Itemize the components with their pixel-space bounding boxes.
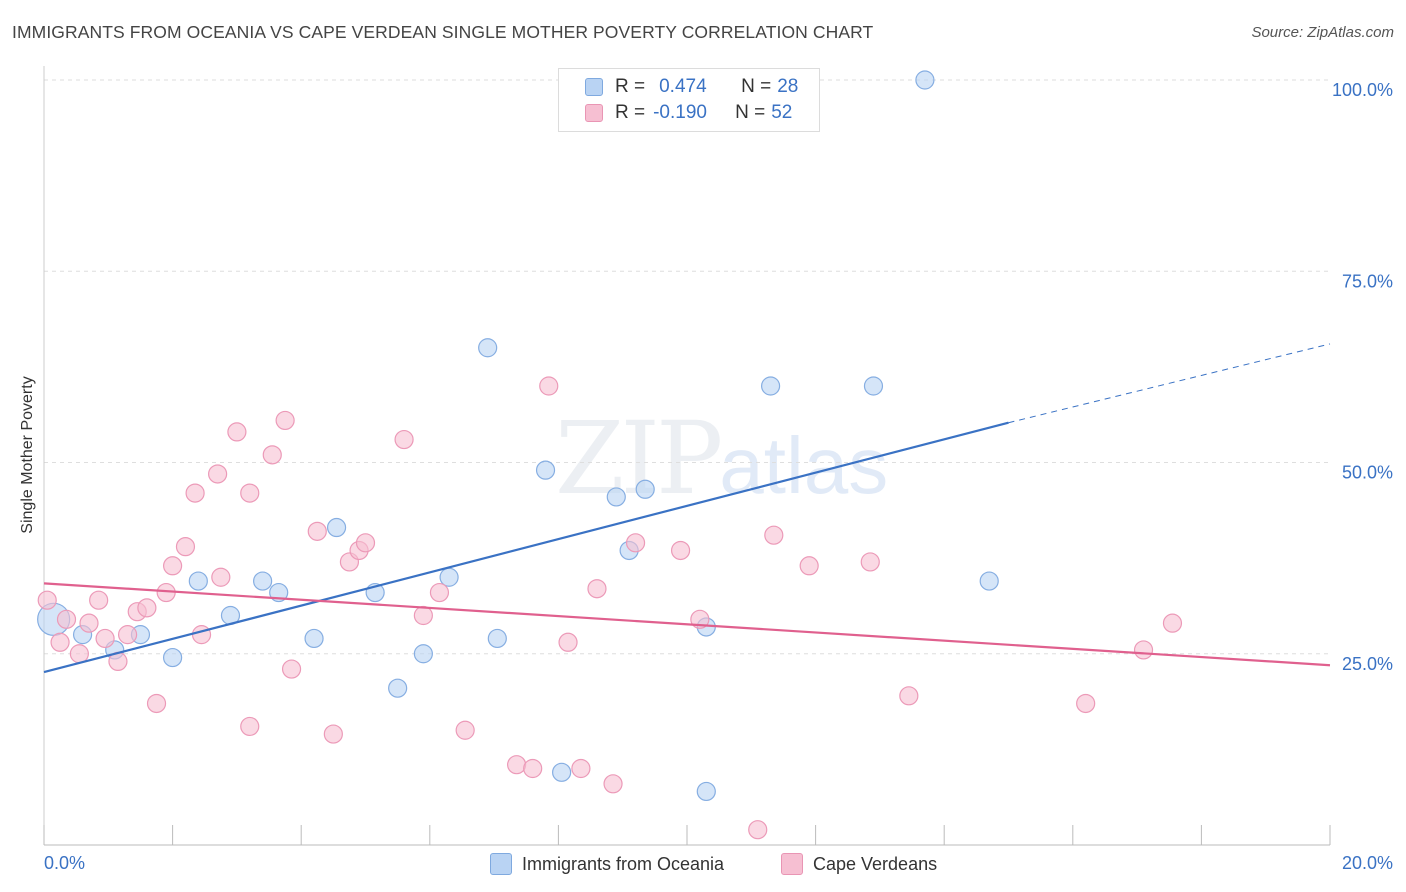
point-oceania — [979, 571, 999, 591]
point-oceania — [535, 460, 556, 480]
point-cape-verdean — [1076, 693, 1096, 714]
legend-n-value: 28 — [777, 76, 799, 97]
point-cape-verdean — [394, 429, 414, 450]
point-cape-verdean — [1133, 640, 1154, 660]
point-cape-verdean — [455, 720, 475, 740]
point-cape-verdean — [211, 567, 231, 587]
x-tick-label: 20.0% — [1342, 853, 1393, 873]
point-cape-verdean — [860, 552, 880, 572]
y-tick-label: 100.0% — [1332, 80, 1393, 100]
point-cape-verdean — [429, 582, 450, 603]
point-cape-verdean — [539, 376, 559, 396]
point-oceania — [253, 571, 273, 591]
point-oceania — [635, 479, 655, 499]
point-oceania — [163, 647, 183, 668]
watermark: ZIPatlas — [555, 400, 888, 517]
point-cape-verdean — [50, 632, 70, 652]
point-oceania — [413, 644, 433, 664]
point-cape-verdean — [764, 525, 784, 545]
point-cape-verdean — [323, 724, 343, 744]
point-cape-verdean — [507, 755, 527, 775]
point-cape-verdean — [355, 533, 376, 553]
point-cape-verdean — [175, 537, 196, 557]
point-cape-verdean — [307, 521, 327, 541]
x-tick-label: 0.0% — [44, 853, 85, 873]
point-cape-verdean — [558, 632, 578, 652]
point-cape-verdean — [240, 483, 260, 503]
point-cape-verdean — [69, 644, 89, 664]
point-cape-verdean — [748, 820, 768, 840]
point-cape-verdean — [571, 758, 591, 779]
y-tick-label: 50.0% — [1342, 463, 1393, 483]
point-cape-verdean — [603, 774, 623, 794]
legend-item-cape-verdean: Cape Verdeans — [781, 852, 937, 876]
point-cape-verdean — [95, 628, 115, 649]
point-cape-verdean — [587, 579, 607, 599]
y-tick-label: 25.0% — [1342, 654, 1393, 674]
point-cape-verdean — [163, 556, 183, 576]
point-cape-verdean — [281, 659, 302, 679]
point-oceania — [487, 628, 507, 649]
trendline-cape-verdean — [43, 582, 1331, 667]
point-oceania — [606, 487, 626, 507]
legend-swatch-blue — [490, 853, 512, 875]
legend-row-cape-verdean: R = -0.190 N = 52 — [585, 100, 792, 126]
legend-label-cape-verdean: Cape Verdeans — [813, 853, 938, 874]
point-cape-verdean — [37, 590, 57, 610]
point-oceania — [188, 571, 208, 591]
legend-r-value: 0.474 — [659, 76, 707, 97]
point-cape-verdean — [227, 422, 247, 442]
watermark-atlas: atlas — [719, 421, 889, 510]
point-cape-verdean — [625, 533, 646, 553]
point-cape-verdean — [137, 598, 157, 618]
point-cape-verdean — [79, 613, 99, 633]
chart-title: IMMIGRANTS FROM OCEANIA VS CAPE VERDEAN … — [12, 22, 874, 42]
y-tick-label: 75.0% — [1342, 271, 1393, 291]
legend-r-label: R = — [615, 102, 646, 123]
trendline-extension-oceania — [1008, 343, 1331, 424]
trendline-oceania — [43, 421, 1009, 674]
point-cape-verdean — [899, 686, 919, 706]
correlation-legend: R = 0.474 N = 28 R = -0.190 N = 52 — [558, 68, 820, 132]
legend-n-label: N = — [735, 102, 766, 123]
point-cape-verdean — [191, 625, 212, 645]
point-oceania — [915, 70, 935, 90]
legend-n-value: 52 — [771, 102, 793, 123]
point-cape-verdean — [117, 625, 138, 645]
legend-r-label: R = — [615, 76, 646, 97]
watermark-zip: ZIP — [555, 400, 723, 517]
point-oceania — [863, 376, 884, 396]
legend-label-oceania: Immigrants from Oceania — [522, 853, 725, 874]
point-cape-verdean — [670, 540, 691, 561]
point-cape-verdean — [1162, 613, 1183, 633]
point-cape-verdean — [799, 556, 819, 576]
point-cape-verdean — [208, 464, 228, 484]
legend-swatch-pink — [585, 104, 603, 122]
point-oceania — [439, 567, 459, 587]
point-oceania — [760, 376, 781, 396]
point-cape-verdean — [89, 590, 109, 610]
legend-swatch-blue — [585, 78, 603, 96]
point-cape-verdean — [240, 716, 260, 737]
point-oceania — [696, 781, 716, 802]
point-oceania — [388, 678, 408, 698]
legend-swatch-pink — [781, 853, 803, 875]
legend-n-label: N = — [741, 76, 772, 97]
point-cape-verdean — [56, 609, 77, 629]
point-cape-verdean — [262, 445, 282, 465]
legend-r-value: -0.190 — [653, 102, 707, 123]
point-oceania — [326, 517, 347, 538]
point-cape-verdean — [146, 693, 167, 714]
legend-item-oceania: Immigrants from Oceania — [490, 852, 724, 876]
point-cape-verdean — [275, 410, 295, 431]
point-oceania — [304, 628, 324, 649]
point-cape-verdean — [413, 605, 433, 626]
point-oceania — [552, 762, 572, 782]
legend-row-oceania: R = 0.474 N = 28 — [585, 74, 798, 100]
point-oceania — [478, 338, 498, 358]
point-cape-verdean — [523, 758, 543, 779]
point-cape-verdean — [185, 483, 205, 503]
source-label: Source: ZipAtlas.com — [1251, 24, 1394, 41]
